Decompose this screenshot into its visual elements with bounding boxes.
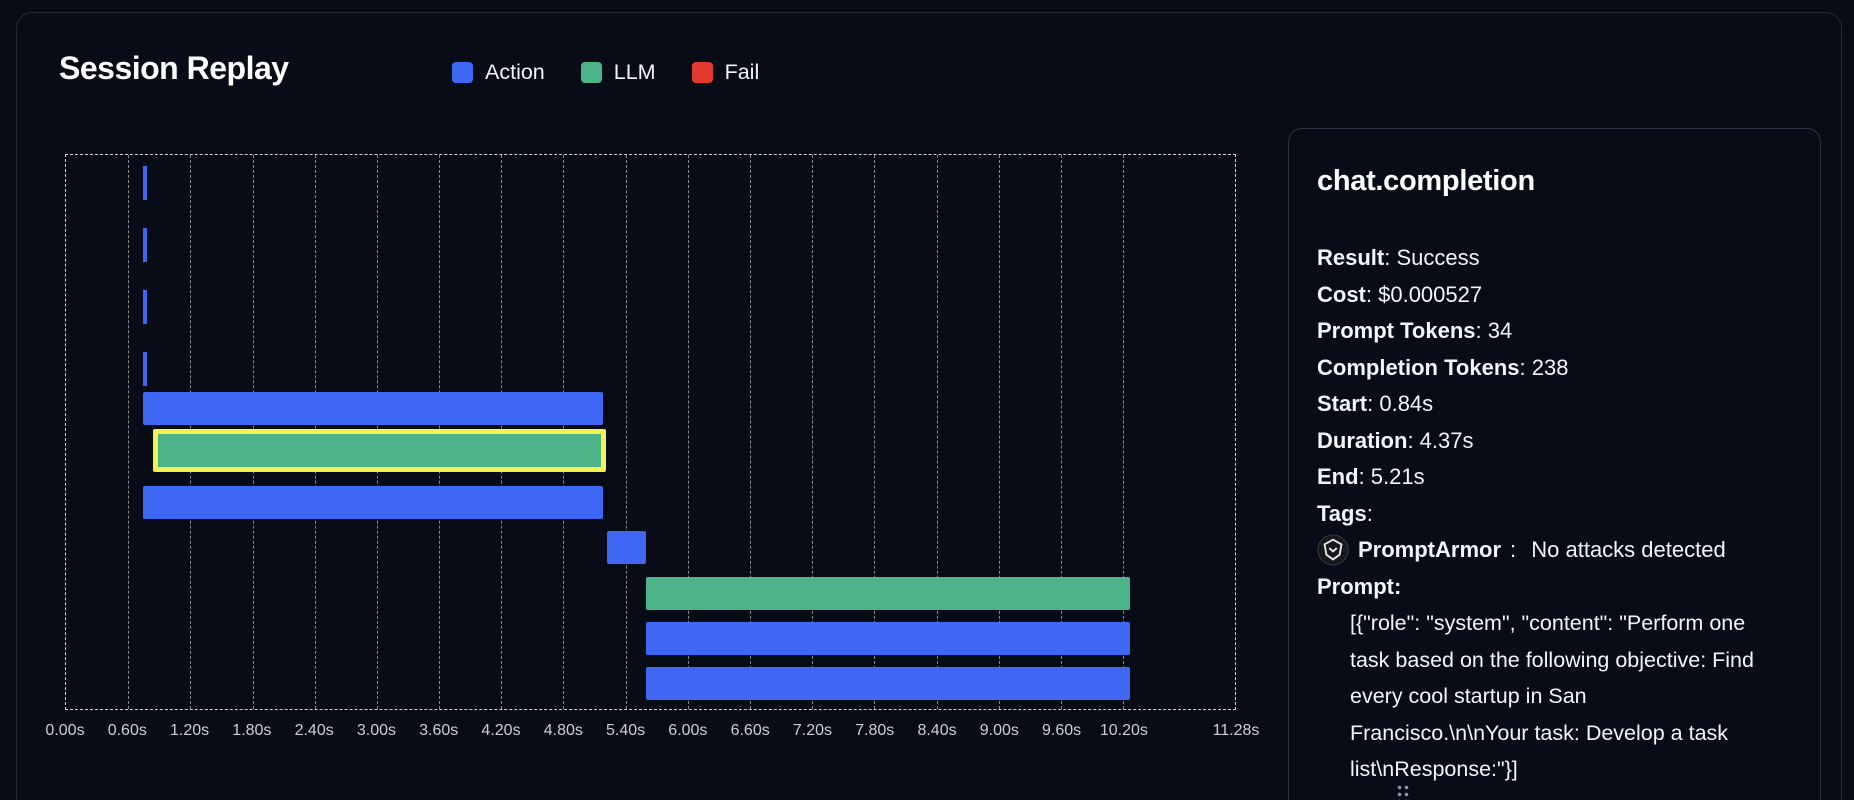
legend-label: Fail <box>724 60 760 84</box>
legend-item-fail[interactable]: Fail <box>691 60 760 85</box>
gridline <box>1060 155 1062 709</box>
axis-tick-label: 11.28s <box>1212 722 1260 739</box>
promptarmor-label: PromptArmor <box>1358 537 1502 562</box>
axis-tick-label: 1.20s <box>169 722 210 739</box>
timeline-plot <box>65 154 1236 710</box>
axis-tick-label: 3.60s <box>419 722 459 739</box>
detail-field-completion-tokens: Completion Tokens: 238 <box>1317 354 1569 380</box>
time-axis: 0.00s 0.60s 1.20s 1.80s 2.40s 3.00s 3.60s 4.20s… <box>45 722 1259 744</box>
promptarmor-row: PromptArmor: No attacks detected <box>1317 532 1792 569</box>
axis-tick-label: 3.00s <box>356 722 396 739</box>
timeline-bar-action[interactable] <box>606 531 647 564</box>
timeline-bar-action[interactable] <box>646 667 1131 700</box>
detail-field-end: End: 5.21s <box>1317 464 1425 489</box>
legend-item-llm[interactable]: LLM <box>580 60 656 85</box>
detail-field-cost: Cost: $0.000527 <box>1317 281 1483 307</box>
start-marker <box>142 166 147 392</box>
gridline <box>936 155 938 709</box>
promptarmor-separator: : <box>1510 537 1523 562</box>
detail-field-prompt-tokens: Prompt Tokens: 34 <box>1317 318 1513 343</box>
gridline <box>998 155 1000 709</box>
axis-tick-label: 1.80s <box>232 722 272 739</box>
axis-tick-label: 4.20s <box>481 722 521 739</box>
axis-tick-label: 8.40s <box>917 722 957 739</box>
gridline <box>128 155 130 709</box>
axis-tick-label: 7.20s <box>792 722 833 739</box>
axis-tick-label: 9.60s <box>1042 722 1082 739</box>
page-title: Session Replay <box>59 50 289 86</box>
legend-label: Action <box>485 60 545 84</box>
llm-swatch-icon <box>580 62 602 83</box>
axis-tick-label: 6.60s <box>730 722 770 739</box>
gridline <box>812 155 814 709</box>
chart-legend: Action LLM Fail <box>452 60 759 85</box>
detail-field-result: Result: Success <box>1317 245 1480 270</box>
detail-field-tags: Tags: <box>1317 500 1373 526</box>
timeline-bar-action[interactable] <box>142 486 603 519</box>
timeline-bar-llm-selected[interactable] <box>153 429 606 472</box>
axis-tick-label: 9.00s <box>979 722 1019 739</box>
gridline <box>687 155 689 709</box>
timeline-bar-action[interactable] <box>142 392 603 425</box>
gridline <box>625 155 627 709</box>
gridline <box>874 155 876 709</box>
legend-label: LLM <box>613 60 656 84</box>
detail-field-start: Start: 0.84s <box>1317 391 1434 416</box>
gridline <box>1123 155 1125 709</box>
prompt-text: [{"role": "system", "content": "Perform … <box>1350 611 1754 781</box>
session-replay-card <box>16 12 1842 800</box>
fail-swatch-icon <box>691 62 713 83</box>
promptarmor-value: No attacks detected <box>1531 537 1726 562</box>
axis-tick-label: 10.20s <box>1099 722 1148 739</box>
event-detail-panel: chat.completion Result: Success Cost: $0.… <box>1288 128 1821 800</box>
event-detail-fields: Result: Success Cost: $0.000527 Prompt Tok… <box>1317 240 1792 532</box>
timeline-bar-llm[interactable] <box>646 577 1131 610</box>
timeline-bar-action[interactable] <box>646 622 1131 655</box>
axis-tick-label: 2.40s <box>294 722 334 739</box>
promptarmor-icon <box>1317 534 1349 566</box>
detail-field-duration: Duration: 4.37s <box>1317 427 1474 453</box>
action-swatch-icon <box>452 62 473 83</box>
gridline <box>749 155 751 709</box>
axis-tick-label: 7.80s <box>855 722 895 739</box>
axis-tick-label: 6.00s <box>668 722 708 739</box>
event-title: chat.completion <box>1317 165 1535 197</box>
axis-tick-label: 4.80s <box>543 722 583 739</box>
axis-tick-label: 0.00s <box>45 722 85 739</box>
prompt-label: Prompt: <box>1317 573 1402 599</box>
axis-tick-label: 0.60s <box>107 722 147 739</box>
legend-item-action[interactable]: Action <box>452 60 545 85</box>
axis-tick-label: 5.40s <box>606 722 646 739</box>
resize-gripper-icon[interactable] <box>1396 784 1411 800</box>
